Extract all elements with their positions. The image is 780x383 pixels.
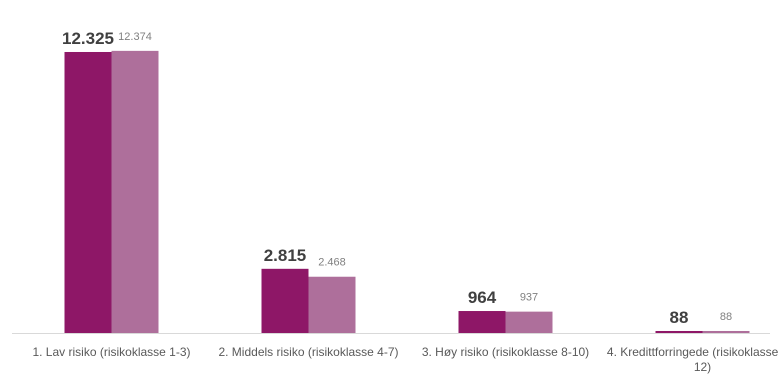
- category-label-1: 1. Lav risiko (risikoklasse 1-3): [32, 345, 191, 359]
- category-label-4: 4. Kredittforringede (risikoklasse 11-12…: [606, 345, 780, 374]
- category-label-2: 2. Middels risiko (risikoklasse 4-7): [218, 345, 399, 359]
- data-label-series-1-cat-3: 964: [468, 288, 497, 307]
- bar-series-2-cat-4: [702, 330, 750, 333]
- category-label-3: 3. Høy risiko (risikoklasse 8-10): [421, 345, 590, 359]
- bar-series-2-cat-3: [505, 311, 553, 333]
- data-label-series-1-cat-4: 88: [670, 308, 689, 327]
- bar-series-2-cat-2: [308, 276, 356, 333]
- data-label-series-2-cat-4: 88: [720, 311, 732, 323]
- data-label-series-1-cat-2: 2.815: [264, 246, 307, 265]
- bar-series-1-cat-3: [458, 311, 506, 333]
- bar-series-1-cat-1: [64, 51, 112, 334]
- data-label-series-2-cat-1: 12.374: [118, 31, 152, 43]
- bar-series-1-cat-2: [261, 268, 309, 333]
- bar-series-2-cat-1: [111, 50, 159, 333]
- data-label-series-1-cat-1: 12.325: [62, 29, 114, 48]
- data-label-series-2-cat-2: 2.468: [318, 257, 346, 269]
- data-label-series-2-cat-3: 937: [520, 292, 538, 304]
- bar-series-1-cat-4: [655, 330, 703, 333]
